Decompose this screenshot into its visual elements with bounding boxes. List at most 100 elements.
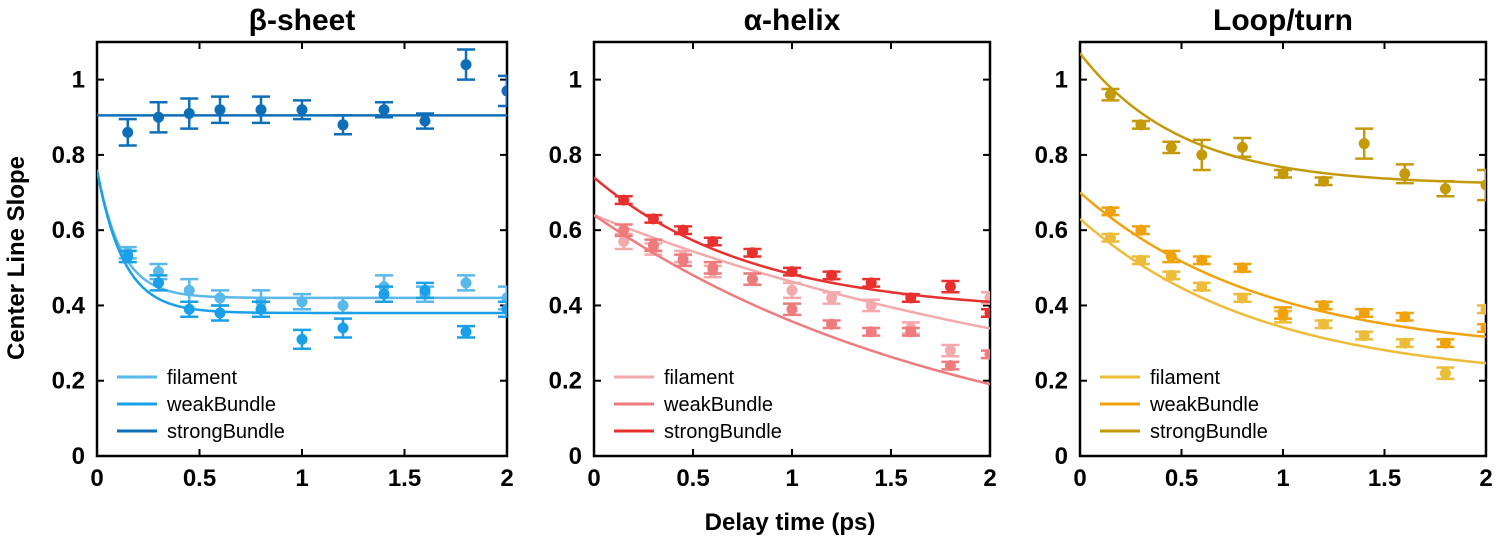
y-tick-label: 0.4 — [1035, 292, 1069, 319]
chart-panel-alpha-helix: α-helix 0 0.5 1 1.5 2 0 0.2 0.4 0.6 0.8 1 filament we… — [549, 4, 997, 492]
data-point-weakBundle — [1101, 205, 1120, 217]
data-point-strongBundle — [457, 48, 475, 81]
plot-area — [97, 48, 507, 350]
data-point-filament — [1355, 330, 1374, 342]
data-point-weakBundle — [252, 300, 270, 318]
data-point-strongBundle — [1101, 87, 1120, 102]
data-point-weakBundle — [1477, 322, 1486, 334]
data-point-strongBundle — [149, 100, 168, 134]
data-point-weakBundle — [457, 324, 475, 339]
x-tick-label: 2 — [500, 465, 513, 492]
data-point-weakBundle — [1436, 337, 1455, 349]
data-point-strongBundle — [1314, 175, 1333, 187]
y-tick-label: 0.6 — [1035, 217, 1068, 244]
data-point-strongBundle — [180, 97, 199, 130]
y-axis-label: Center Line Slope — [3, 156, 30, 360]
data-point-weakBundle — [334, 317, 352, 339]
x-tick-label: 2 — [1479, 465, 1492, 492]
data-point-strongBundle — [118, 117, 137, 147]
legend-label-weakBundle: weakBundle — [663, 394, 773, 416]
y-tick-label: 0.6 — [549, 217, 582, 244]
data-point-strongBundle — [743, 247, 762, 259]
legend-label-filament: filament — [167, 367, 237, 389]
data-point-strongBundle — [1162, 140, 1181, 155]
plot-frame — [1078, 40, 1488, 458]
data-point-weakBundle — [901, 326, 920, 338]
x-axis-label: Delay time (ps) — [705, 509, 876, 536]
data-point-weakBundle — [941, 360, 960, 372]
data-point-strongBundle — [1477, 168, 1486, 202]
data-point-strongBundle — [822, 269, 841, 281]
data-point-strongBundle — [1131, 119, 1150, 131]
data-point-weakBundle — [498, 300, 507, 318]
x-tick-label: 1.5 — [874, 465, 907, 492]
fit-line-strongBundle — [1080, 52, 1486, 184]
data-point-weakBundle — [416, 281, 434, 300]
legend: filament weakBundle strongBundle — [1100, 367, 1268, 443]
data-point-filament — [862, 298, 881, 313]
data-point-filament — [1314, 318, 1333, 330]
data-point-filament — [1131, 254, 1150, 266]
data-point-strongBundle — [1274, 168, 1292, 180]
data-point-weakBundle — [703, 260, 722, 275]
plot-area — [1080, 52, 1486, 381]
y-tick-label: 1 — [72, 67, 85, 94]
data-point-strongBundle — [644, 213, 663, 225]
data-point-strongBundle — [1355, 127, 1374, 160]
x-tick-label: 0 — [587, 465, 600, 492]
data-point-filament — [1162, 269, 1181, 281]
data-point-weakBundle — [1233, 262, 1252, 274]
y-tick-label: 0.6 — [52, 217, 85, 244]
plot-area — [594, 176, 990, 386]
data-point-strongBundle — [293, 99, 311, 121]
y-tick-label: 0 — [569, 443, 582, 470]
x-tick-label: 0.5 — [676, 465, 709, 492]
x-tick-label: 0 — [1073, 465, 1086, 492]
y-tick-label: 0 — [1055, 443, 1068, 470]
legend-label-strongBundle: strongBundle — [1150, 421, 1268, 443]
data-point-filament — [180, 277, 199, 303]
data-point-weakBundle — [674, 253, 693, 268]
data-point-filament — [783, 281, 801, 300]
data-point-strongBundle — [981, 307, 990, 319]
y-tick-label: 0.4 — [52, 292, 86, 319]
data-point-weakBundle — [1192, 254, 1211, 266]
data-point-weakBundle — [981, 348, 990, 360]
data-point-weakBundle — [614, 223, 633, 238]
data-point-weakBundle — [1395, 311, 1414, 323]
legend: filament weakBundle strongBundle — [117, 367, 285, 443]
fit-line-weakBundle — [1080, 191, 1486, 339]
data-point-strongBundle — [674, 224, 693, 236]
data-point-filament — [1436, 366, 1455, 381]
data-point-strongBundle — [211, 95, 229, 125]
data-point-strongBundle — [703, 235, 722, 247]
x-tick-label: 2 — [983, 465, 996, 492]
data-point-strongBundle — [1192, 138, 1211, 172]
y-tick-label: 1 — [1055, 67, 1068, 94]
data-point-strongBundle — [783, 266, 801, 278]
x-tick-label: 1 — [295, 465, 308, 492]
x-tick-label: 0 — [90, 465, 103, 492]
data-point-filament — [1192, 281, 1211, 293]
x-tick-label: 1 — [785, 465, 798, 492]
data-point-strongBundle — [252, 95, 270, 125]
y-tick-label: 0.4 — [549, 292, 583, 319]
y-tick-label: 1 — [569, 67, 582, 94]
panel-title: Loop/turn — [1213, 4, 1353, 37]
x-tick-label: 1.5 — [388, 465, 421, 492]
y-tick-label: 0.2 — [549, 368, 582, 395]
data-point-filament — [334, 296, 352, 315]
panel-title: α-helix — [744, 4, 841, 37]
data-point-weakBundle — [1355, 307, 1374, 319]
data-point-filament — [1477, 303, 1486, 315]
x-tick-label: 0.5 — [183, 465, 216, 492]
y-tick-label: 0.2 — [1035, 368, 1068, 395]
y-tick-label: 0.8 — [549, 142, 582, 169]
data-point-filament — [822, 291, 841, 305]
data-point-weakBundle — [783, 302, 801, 317]
data-point-filament — [941, 343, 960, 358]
fit-line-weakBundle — [594, 214, 990, 386]
data-point-strongBundle — [416, 112, 434, 130]
data-point-weakBundle — [293, 328, 311, 350]
